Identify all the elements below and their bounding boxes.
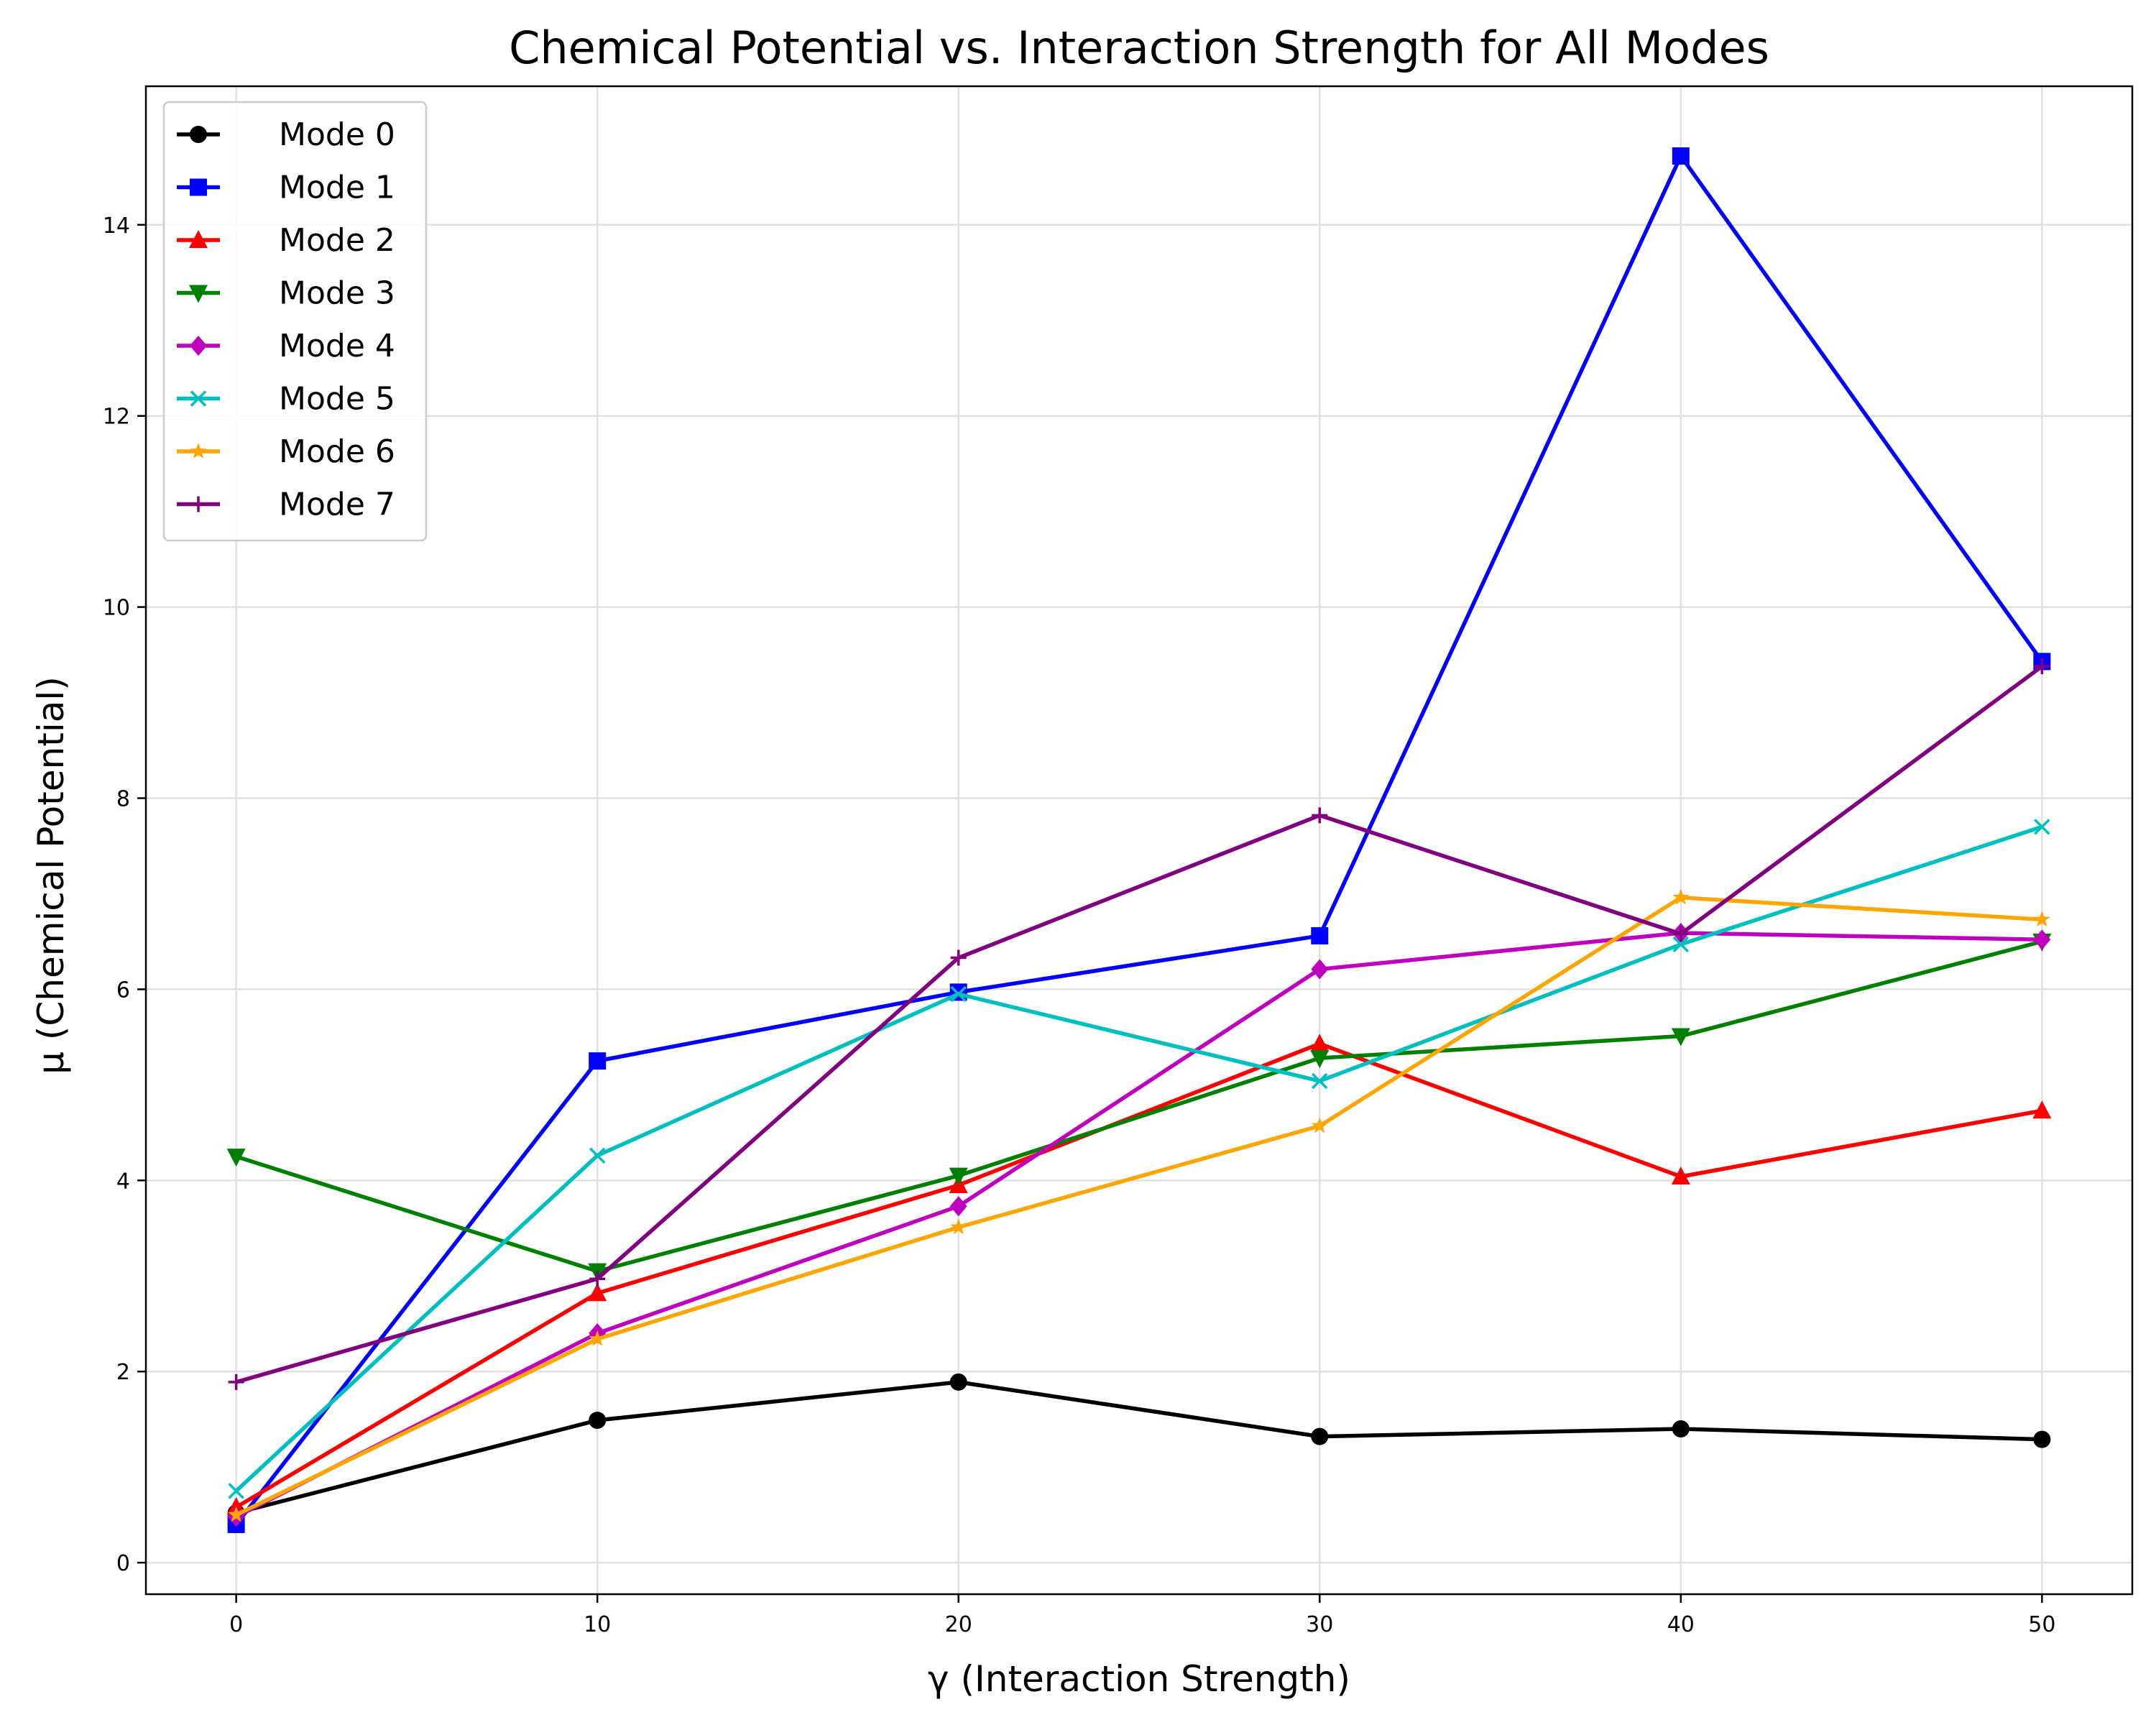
data-point-mode-4 bbox=[1311, 959, 1329, 980]
legend-item-mode-7: Mode 7 bbox=[177, 487, 395, 523]
legend-swatch-marker bbox=[189, 230, 208, 248]
data-point-mode-3 bbox=[1310, 1050, 1330, 1069]
x-tick-label: 50 bbox=[2028, 1612, 2055, 1637]
series-mode-6 bbox=[228, 888, 2050, 1522]
legend-swatch-marker bbox=[190, 126, 207, 143]
series-line-mode-5 bbox=[234, 824, 2043, 1493]
legend-swatch-marker bbox=[190, 390, 207, 407]
data-point-mode-0 bbox=[589, 1412, 607, 1430]
data-point-mode-7 bbox=[1672, 926, 1689, 942]
data-point-mode-2 bbox=[2032, 1100, 2052, 1119]
legend-swatch-marker bbox=[189, 285, 208, 303]
legend-item-mode-4: Mode 4 bbox=[177, 328, 395, 364]
x-tick-label: 10 bbox=[584, 1612, 611, 1637]
data-point-mode-4 bbox=[2033, 929, 2051, 950]
legend-item-mode-6: Mode 6 bbox=[177, 433, 395, 470]
ticks: 0 10 20 30 40 50 0 2 4 6 8 10 12 14 bbox=[103, 213, 2056, 1637]
series-line-mode-7 bbox=[235, 664, 2044, 1384]
data-point-mode-0 bbox=[2033, 1430, 2051, 1448]
y-tick-label: 0 bbox=[116, 1551, 130, 1576]
data-point-mode-0 bbox=[1672, 1420, 1690, 1438]
y-tick-label: 8 bbox=[116, 787, 130, 812]
legend: Mode 0 Mode 1 Mode 2 Mode 3 Mode 4 Mode 5 Mode… bbox=[162, 101, 428, 542]
y-axis-label: μ (Chemical Potential) bbox=[30, 676, 72, 1075]
y-tick-label: 10 bbox=[103, 596, 130, 621]
data-point-mode-7 bbox=[1312, 807, 1328, 824]
y-tick-label: 6 bbox=[116, 978, 130, 1003]
x-tick-label: 20 bbox=[945, 1612, 972, 1637]
legend-label: Mode 4 bbox=[279, 328, 395, 364]
data-point-mode-6 bbox=[1311, 1117, 1328, 1133]
data-point-mode-6 bbox=[2034, 911, 2050, 927]
chart-title: Chemical Potential vs. Interaction Stren… bbox=[509, 22, 1769, 74]
data-point-mode-1 bbox=[1672, 147, 1690, 165]
series-mode-5 bbox=[228, 819, 2050, 1499]
legend-label: Mode 0 bbox=[279, 116, 395, 153]
legend-swatch-marker bbox=[190, 178, 207, 196]
data-point-mode-6 bbox=[589, 1330, 606, 1346]
legend-label: Mode 2 bbox=[279, 222, 395, 259]
legend-label: Mode 6 bbox=[279, 433, 395, 470]
series-group bbox=[226, 147, 2052, 1533]
data-point-mode-7 bbox=[950, 949, 967, 966]
legend-box bbox=[162, 101, 428, 542]
series-line-mode-6 bbox=[235, 896, 2042, 1517]
data-point-mode-3 bbox=[226, 1149, 246, 1167]
series-line-mode-4 bbox=[235, 931, 2042, 1519]
x-tick-label: 0 bbox=[229, 1612, 243, 1637]
legend-swatch-marker bbox=[190, 496, 206, 512]
legend-item-mode-1: Mode 1 bbox=[177, 170, 395, 206]
data-point-mode-5 bbox=[589, 1147, 606, 1164]
data-point-mode-6 bbox=[950, 1218, 967, 1235]
data-point-mode-1 bbox=[1311, 926, 1329, 944]
legend-item-mode-0: Mode 0 bbox=[177, 116, 395, 153]
data-point-mode-6 bbox=[1672, 888, 1690, 905]
data-point-mode-6 bbox=[228, 1506, 244, 1522]
y-tick-label: 14 bbox=[103, 213, 130, 239]
data-point-mode-0 bbox=[949, 1373, 967, 1391]
series-line-mode-0 bbox=[235, 1380, 2042, 1515]
legend-swatch-marker bbox=[190, 443, 207, 459]
data-point-mode-7 bbox=[228, 1374, 244, 1390]
data-point-mode-5 bbox=[1672, 936, 1690, 953]
legend-swatch-marker bbox=[190, 336, 207, 356]
series-mode-2 bbox=[226, 1034, 2052, 1516]
x-tick-label: 40 bbox=[1667, 1612, 1695, 1637]
legend-label: Mode 7 bbox=[279, 487, 395, 523]
data-point-mode-2 bbox=[588, 1283, 607, 1302]
legend-item-mode-2: Mode 2 bbox=[177, 222, 395, 259]
legend-label: Mode 3 bbox=[279, 275, 395, 312]
y-tick-label: 4 bbox=[116, 1169, 130, 1194]
plot-area-frame bbox=[144, 85, 2134, 1596]
data-point-mode-5 bbox=[1312, 1072, 1328, 1090]
series-line-mode-3 bbox=[235, 939, 2043, 1274]
grid bbox=[146, 86, 2132, 1594]
x-tick-label: 30 bbox=[1306, 1612, 1333, 1637]
series-line-mode-2 bbox=[235, 1041, 2042, 1509]
data-point-mode-5 bbox=[2034, 819, 2050, 835]
series-mode-7 bbox=[228, 658, 2050, 1390]
legend-label: Mode 1 bbox=[279, 170, 395, 206]
data-point-mode-7 bbox=[2034, 658, 2050, 675]
data-point-mode-1 bbox=[589, 1052, 607, 1070]
data-point-mode-3 bbox=[949, 1167, 968, 1186]
legend-label: Mode 5 bbox=[279, 381, 395, 418]
x-axis-label: γ (Interaction Strength) bbox=[928, 1658, 1350, 1700]
data-point-mode-0 bbox=[1311, 1427, 1329, 1445]
legend-item-mode-3: Mode 3 bbox=[177, 275, 395, 312]
data-point-mode-3 bbox=[1671, 1028, 1690, 1046]
data-point-mode-7 bbox=[589, 1271, 606, 1287]
legend-item-mode-5: Mode 5 bbox=[177, 381, 395, 418]
y-tick-label: 2 bbox=[116, 1360, 130, 1385]
data-point-mode-2 bbox=[1671, 1166, 1690, 1184]
series-line-mode-1 bbox=[234, 154, 2044, 1526]
y-tick-label: 12 bbox=[103, 405, 130, 430]
data-point-mode-2 bbox=[1310, 1034, 1330, 1052]
data-point-mode-5 bbox=[950, 985, 967, 1003]
data-point-mode-4 bbox=[949, 1196, 967, 1217]
data-point-mode-5 bbox=[228, 1483, 244, 1499]
